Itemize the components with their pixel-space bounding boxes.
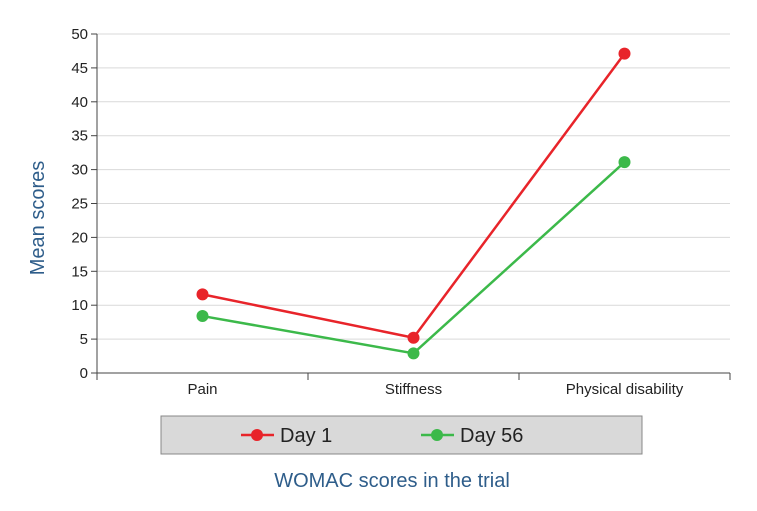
legend-day1-label: Day 1 [280,425,332,447]
data-point [196,288,209,301]
series-line-2 [202,161,626,355]
x-axis-label: WOMAC scores in the trial [274,470,510,492]
y-tick-label: 40 [71,94,88,111]
legend-day1-swatch-marker [251,429,263,441]
series-line-1 [202,52,626,340]
legend-day56-swatch-marker [431,429,443,441]
y-tick-label: 50 [71,26,88,43]
legend-day56-label: Day 56 [460,425,523,447]
y-tick-label: 0 [80,365,88,382]
y-tick-label: 5 [80,331,88,348]
y-tick-label: 25 [71,196,88,213]
y-tick-label: 15 [71,263,88,280]
y-axis-ticks: 0 5 10 15 20 25 30 35 40 45 50 [71,26,97,382]
data-point [618,47,631,60]
data-point [407,347,420,360]
y-tick-label: 35 [71,128,88,145]
series-group [196,47,631,360]
y-tick-label: 45 [71,60,88,77]
gridlines [97,33,730,340]
data-point [407,331,420,344]
data-point [618,156,631,169]
x-tick-label: Pain [187,381,217,398]
x-axis-ticks: Pain Stiffness Physical disability [96,373,731,398]
y-tick-label: 20 [71,229,88,246]
y-tick-label: 30 [71,162,88,179]
y-axis-label: Mean scores [27,161,49,276]
legend: Day 1 Day 56 [160,415,643,455]
x-tick-label: Stiffness [385,381,442,398]
data-point [196,310,209,323]
y-tick-label: 10 [71,297,88,314]
x-tick-label: Physical disability [566,381,684,398]
legend-box [160,415,643,455]
